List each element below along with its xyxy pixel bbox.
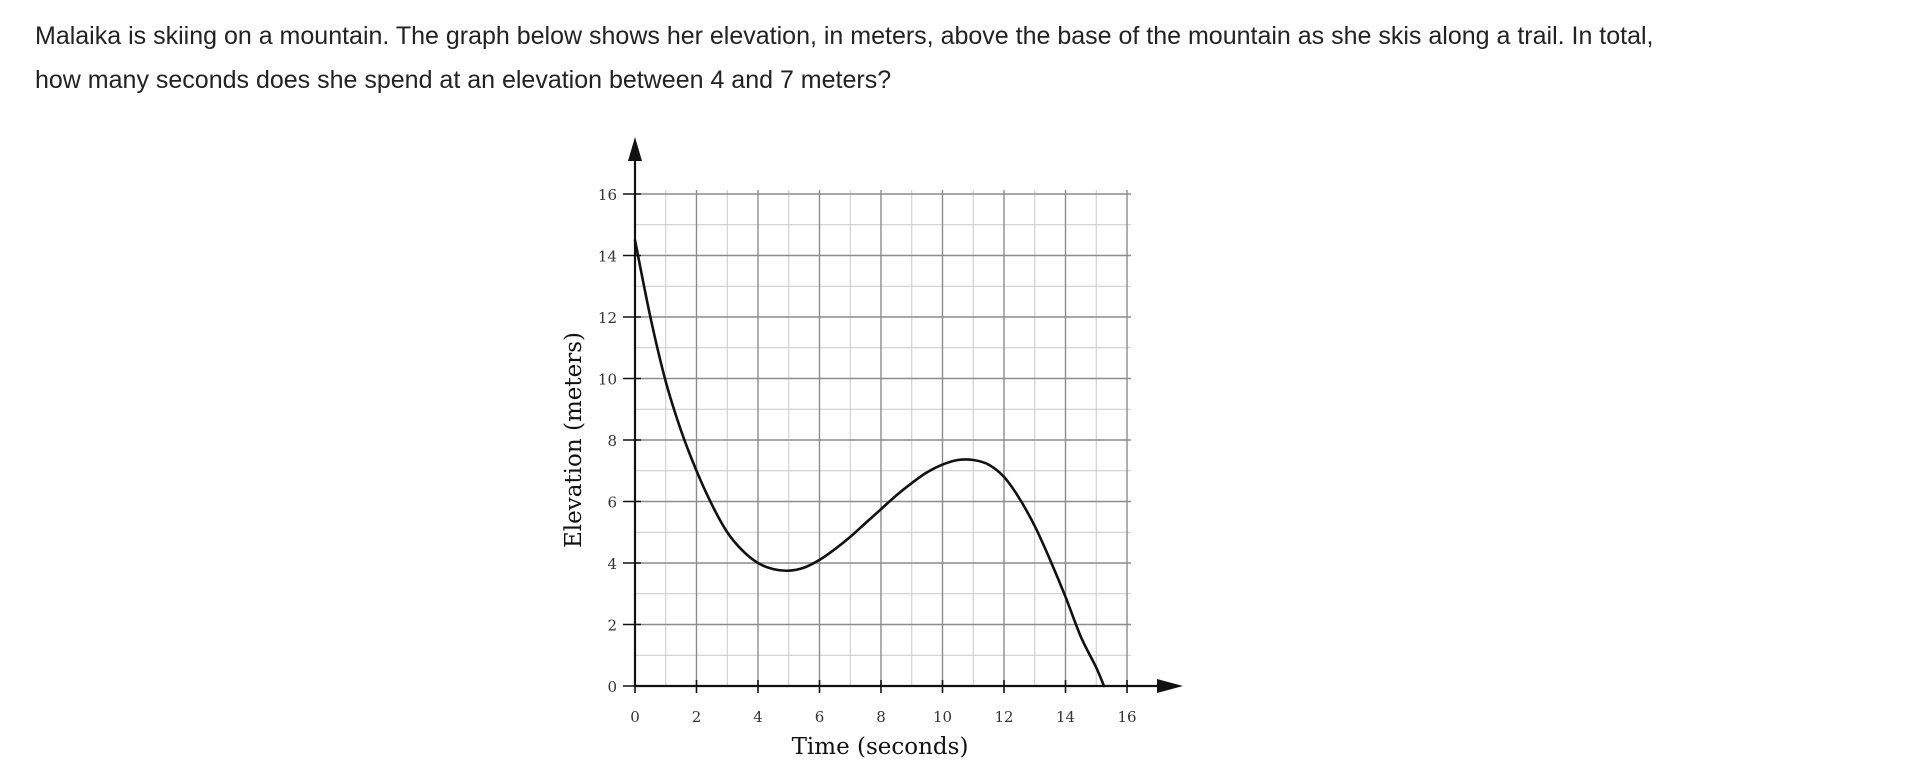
x-tick-label: 12 [994,708,1013,726]
question-line-1: Malaika is skiing on a mountain. The gra… [35,22,1654,50]
y-tick-label: 12 [598,309,617,327]
y-tick-label: 8 [607,432,617,450]
x-tick-label: 14 [1056,708,1075,726]
x-tick-label: 10 [933,708,952,726]
y-axis-label: Elevation (meters) [561,332,587,548]
x-axis-label: Time (seconds) [792,734,969,760]
question-text: Malaika is skiing on a mountain. The gra… [35,14,1875,102]
y-tick-label: 2 [607,617,617,635]
question-line-2: how many seconds does she spend at an el… [35,66,892,94]
y-tick-label: 10 [598,371,617,389]
x-tick-label: 2 [692,708,702,726]
major-grid [634,190,1131,687]
tick-labels: 0 2 4 6 8 10 12 14 16 0 2 4 6 8 10 12 14 16 [598,186,1137,726]
x-axis-arrowhead [1157,679,1183,693]
tick-marks [623,193,1128,693]
elevation-curve [633,238,1106,688]
x-tick-label: 4 [753,708,763,726]
y-axis-arrowhead [628,137,642,161]
series-group [633,238,1106,688]
minor-grid [635,190,1131,686]
x-tick-label: 6 [815,708,825,726]
axes [628,137,1183,693]
x-tick-label: 8 [876,708,886,726]
y-tick-label: 14 [598,248,617,266]
y-tick-label: 0 [607,678,617,696]
x-tick-label: 0 [630,708,640,726]
y-tick-label: 6 [607,494,617,512]
y-tick-label: 4 [607,555,617,573]
x-tick-label: 16 [1117,708,1136,726]
y-tick-label: 16 [598,186,617,204]
